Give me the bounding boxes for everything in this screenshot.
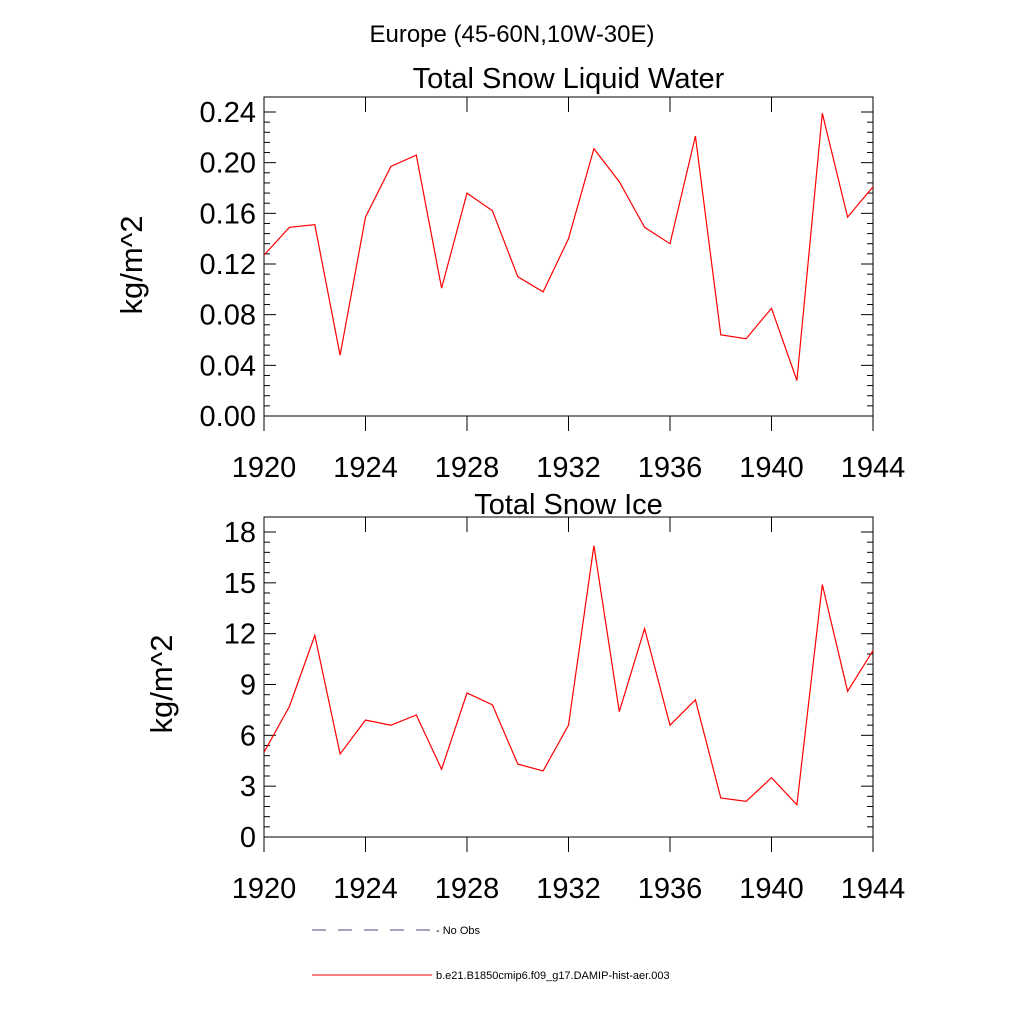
legend: - No Obs b.e21.B1850cmip6.f09_g17.DAMIP-h… — [312, 925, 670, 982]
y-tick-label: 9 — [240, 670, 256, 702]
x-tick-label: 1940 — [739, 452, 804, 484]
y-tick-label: 0.24 — [200, 97, 256, 129]
x-tick-label: 1924 — [333, 452, 398, 484]
x-tick-label: 1928 — [435, 452, 500, 484]
y-tick-label: 6 — [240, 720, 256, 752]
series-line — [263, 113, 874, 381]
x-tick-label: 1928 — [435, 873, 500, 905]
x-tick-label: 1944 — [841, 873, 906, 905]
x-tick-label: 1924 — [333, 873, 398, 905]
panel-snow-ice: Total Snow Ice kg/m^2 0 3 6 9 12 15 18 1920 1924 19… — [144, 489, 905, 905]
y-tick-label: 0 — [240, 822, 256, 854]
y-tick-label: 0.00 — [200, 401, 256, 433]
figure-supertitle: Europe (45-60N,10W-30E) — [369, 21, 654, 48]
x-tick-label: 1940 — [739, 873, 804, 905]
panel-snow-liquid-water: Total Snow Liquid Water kg/m^2 0.00 0.04 0.0… — [114, 63, 905, 484]
x-tick-label: 1932 — [536, 452, 601, 484]
x-tick-label: 1936 — [638, 452, 703, 484]
legend-label-1: b.e21.B1850cmip6.f09_g17.DAMIP-hist-aer.… — [436, 970, 670, 982]
panel-title: Total Snow Liquid Water — [413, 63, 725, 95]
series-line — [263, 545, 874, 807]
y-tick-label: 18 — [224, 517, 256, 549]
y-tick-label: 12 — [224, 619, 256, 651]
panel-title: Total Snow Ice — [474, 489, 663, 521]
y-tick-label: 15 — [224, 568, 256, 600]
x-tick-label: 1920 — [232, 452, 297, 484]
y-tick-label: 3 — [240, 771, 256, 803]
y-tick-label: 0.20 — [200, 148, 256, 180]
y-axis-label: kg/m^2 — [114, 216, 149, 315]
plot-frame — [263, 96, 874, 417]
y-tick-label: 0.04 — [200, 350, 256, 382]
legend-label-0: - No Obs — [436, 925, 481, 937]
x-tick-label: 1932 — [536, 873, 601, 905]
y-tick-label: 0.08 — [200, 300, 256, 332]
x-tick-label: 1936 — [638, 873, 703, 905]
y-tick-label: 0.16 — [200, 198, 256, 230]
x-tick-label: 1920 — [232, 873, 297, 905]
y-tick-label: 0.12 — [200, 249, 256, 281]
y-axis-label: kg/m^2 — [144, 635, 179, 734]
x-tick-label: 1944 — [841, 452, 906, 484]
